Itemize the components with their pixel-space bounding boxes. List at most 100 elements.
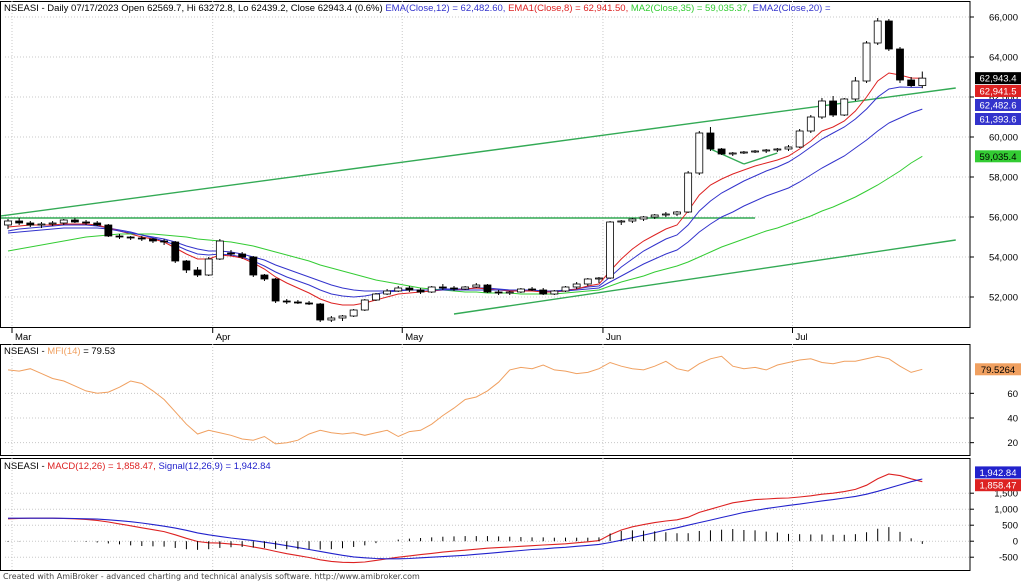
macd-legend: MACD(12,26) = 1,858.47, — [47, 461, 156, 472]
mfi-header: NSEASI - MFI(14) = 79.53 — [4, 346, 115, 357]
candle-body — [751, 150, 759, 153]
candle-body — [795, 130, 804, 148]
mfi-y-tick-label: 60 — [1007, 389, 1018, 400]
candle-body — [126, 236, 135, 239]
macd-y-tick-label: -500 — [999, 553, 1018, 564]
candle-body — [182, 260, 191, 271]
candle-body — [115, 235, 124, 238]
candle-body — [483, 284, 492, 293]
candle-body — [918, 77, 927, 86]
macd-value-label: 1,858.47 — [980, 481, 1017, 492]
candle-body — [884, 20, 893, 50]
candle-body — [260, 274, 269, 280]
macd-y-tick-label: 1,000 — [994, 505, 1018, 516]
price-value-label: 62,941.5 — [980, 87, 1017, 98]
candle-body — [215, 240, 224, 260]
candle-body — [327, 317, 336, 321]
price-value-tag — [975, 72, 1021, 85]
price-value-tag — [975, 85, 1021, 97]
macd-y-tick-label: 0 — [1013, 537, 1018, 548]
candle-body — [784, 146, 793, 150]
candle-body — [505, 291, 514, 294]
candle-body — [26, 222, 35, 226]
candle-body — [93, 222, 102, 226]
candle-body — [550, 290, 559, 295]
trendline — [1, 87, 956, 217]
candle-body — [706, 132, 715, 150]
mfi-legend-value: = 79.53 — [83, 346, 115, 357]
trendline — [743, 152, 778, 165]
macd-y-tick-label: 1,500 — [994, 489, 1018, 500]
candle-body — [48, 222, 57, 225]
signal-legend: Signal(12,26,9) = 1,942.84 — [158, 461, 270, 472]
price-value-label: 61,393.6 — [980, 115, 1017, 126]
candle-body — [305, 302, 313, 305]
candle-body — [762, 149, 771, 152]
candle-body — [450, 287, 458, 290]
candle-body — [461, 286, 470, 290]
mfi-y-tick-label: 40 — [1007, 414, 1018, 425]
candle-body — [316, 303, 325, 321]
candle-body — [249, 256, 258, 276]
trendline — [453, 239, 956, 315]
candle-body — [740, 151, 748, 154]
price-y-tick-label: 60,000 — [989, 133, 1018, 144]
candle-body — [4, 220, 12, 226]
candle-body — [472, 284, 481, 288]
footer-credit: Created with AmiBroker - advanced charti… — [3, 572, 420, 581]
candle-body — [873, 20, 882, 44]
candle-body — [517, 288, 525, 293]
price-y-tick-label: 54,000 — [989, 253, 1018, 264]
candle-body — [282, 300, 291, 303]
candle-body — [394, 287, 403, 292]
price-y-tick-label: 64,000 — [989, 53, 1018, 64]
x-tick-label: Jun — [606, 332, 621, 343]
price-header-text: NSEASI - Daily 07/17/2023 Open 62569.7, … — [4, 3, 383, 14]
candle-body — [227, 252, 235, 255]
price-y-tick-label: 58,000 — [989, 173, 1018, 184]
candle-body — [595, 277, 603, 280]
candle-body — [583, 278, 592, 285]
candle-body — [561, 286, 570, 292]
macd-line — [7, 473, 923, 564]
price-plot — [1, 18, 956, 322]
candle-body — [37, 223, 46, 226]
price-pane — [0, 1, 971, 328]
candle-body — [438, 286, 447, 289]
candle-body — [528, 288, 536, 291]
candle-body — [71, 219, 79, 223]
price-frame — [0, 1, 971, 328]
candle-body — [171, 241, 180, 262]
candle-body — [193, 269, 202, 276]
candle-body — [338, 315, 347, 319]
price-value-label: 62,482.6 — [980, 101, 1017, 112]
x-tick-label: Mar — [15, 332, 31, 343]
candle-body — [137, 237, 146, 240]
candle-body — [628, 218, 637, 222]
price-header-prefix: NSEASI - Daily 07/17/2023 Open 62569.7, … — [4, 3, 831, 14]
macd-header: NSEASI - MACD(12,26) = 1,858.47, Signal(… — [4, 461, 271, 472]
candle-body — [806, 116, 815, 132]
macd-pane — [0, 458, 971, 571]
candle-body — [82, 221, 90, 224]
ma35-line — [7, 155, 923, 295]
candle-body — [684, 172, 693, 213]
mfi-value-label: 79.5264 — [981, 365, 1015, 376]
signal-line — [8, 478, 923, 560]
candle-body — [840, 98, 849, 116]
mfi-pane — [0, 344, 971, 456]
candle-body — [862, 42, 871, 82]
price-y-tick-label: 56,000 — [989, 213, 1018, 224]
mfi-header-prefix: NSEASI - — [4, 346, 45, 357]
candle-body — [204, 258, 213, 276]
candle-body — [360, 299, 369, 311]
price-value-label: 62,943.4 — [980, 74, 1017, 85]
candle-body — [416, 289, 425, 293]
axis-labels: Mar Apr May Jun Jul 52,000 54,000 56,000 58,000 6… — [11, 13, 1021, 564]
candle-body — [650, 214, 659, 218]
x-tick-label: Jul — [796, 332, 808, 343]
candle-body — [349, 309, 358, 317]
candle-body — [818, 100, 826, 118]
x-tick-label: May — [405, 332, 423, 343]
